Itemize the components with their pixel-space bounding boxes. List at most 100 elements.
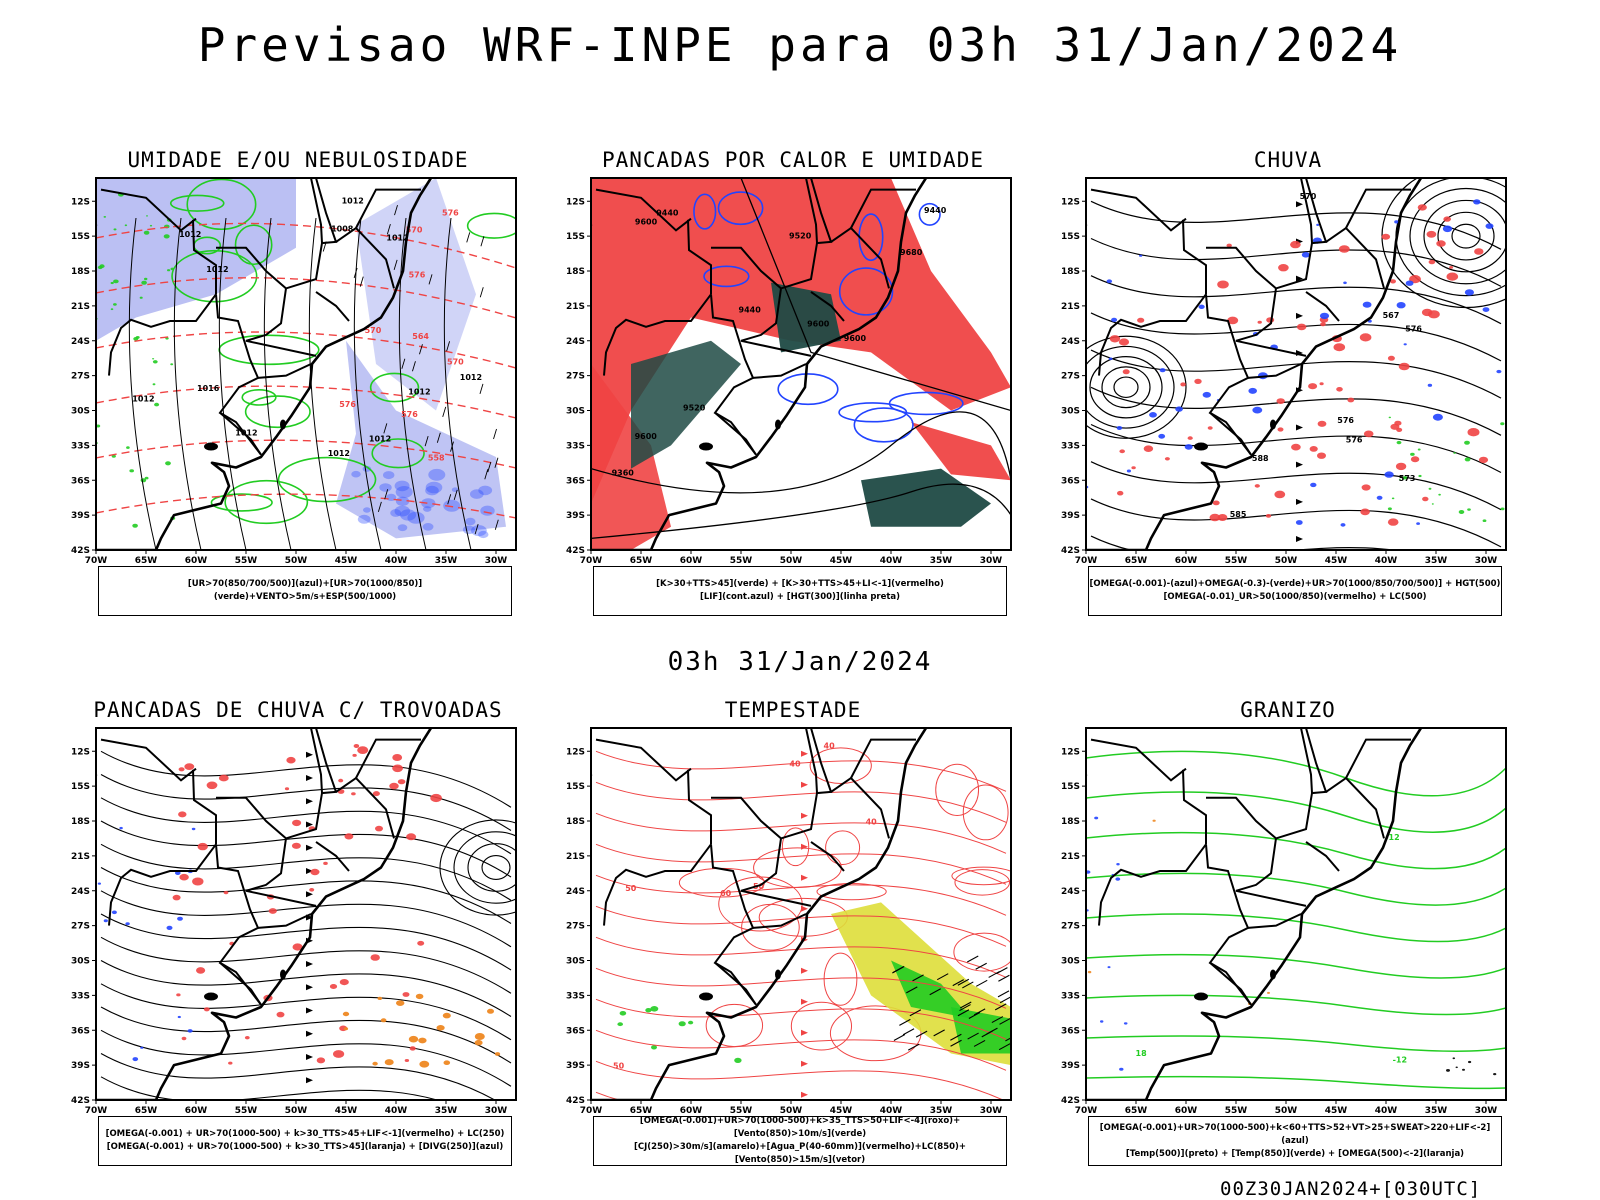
legend-line: [OMEGA(-0.001) + UR>70(1000-500) + k>30_… bbox=[106, 1142, 504, 1152]
cloud-cell bbox=[351, 470, 361, 478]
storm-cell bbox=[351, 792, 356, 796]
lat-tick-label: 30S bbox=[566, 957, 585, 967]
rain-cell bbox=[1436, 240, 1446, 247]
wind-cell bbox=[734, 1057, 742, 1063]
rain-cell bbox=[1361, 484, 1371, 491]
humid-cell bbox=[165, 461, 171, 466]
rain-cell bbox=[1360, 508, 1370, 516]
rain-cell-green bbox=[1464, 440, 1470, 445]
humid-cell bbox=[113, 303, 117, 306]
streamline-arrow bbox=[801, 1029, 808, 1036]
lon-tick-label: 60W bbox=[1175, 1106, 1198, 1116]
state-border bbox=[216, 178, 338, 290]
streamline bbox=[595, 905, 1007, 947]
lon-tick-label: 70W bbox=[1075, 556, 1098, 566]
lon-tick-label: 30W bbox=[485, 556, 508, 566]
rain-cell bbox=[1291, 443, 1301, 451]
wind-arrow bbox=[442, 406, 447, 417]
state-border bbox=[1247, 363, 1302, 379]
wind-arrow bbox=[487, 461, 492, 473]
lon-tick-label: 50W bbox=[285, 556, 308, 566]
lat-tick-label: 12S bbox=[71, 747, 90, 757]
wind-arrow bbox=[419, 344, 423, 355]
wind-vector bbox=[994, 1003, 1007, 1011]
contour-label: 567 bbox=[1383, 311, 1400, 320]
lat-tick-label: 36S bbox=[71, 1026, 90, 1036]
state-border bbox=[1345, 738, 1411, 779]
streamline-ring bbox=[467, 843, 516, 892]
lon-tick-label: 35W bbox=[930, 1106, 953, 1116]
height-contour-arrow bbox=[1296, 424, 1303, 431]
rain-cell bbox=[1478, 456, 1489, 464]
map-figure: 588 576 573 570 585 576 576 567 12S 15S 18S 21S 24S 2… bbox=[1061, 177, 1507, 566]
rain-cell-blue bbox=[1473, 199, 1481, 205]
rain-cell bbox=[1426, 230, 1437, 238]
streamline-arrow bbox=[801, 750, 808, 757]
rain-cell bbox=[1474, 248, 1484, 255]
lat-tick-label: 15S bbox=[566, 232, 585, 242]
pressure-contour bbox=[263, 217, 292, 550]
water-contour bbox=[741, 903, 800, 951]
wind-arrow bbox=[377, 501, 382, 513]
storm-cell bbox=[310, 868, 320, 876]
cloud-cell bbox=[443, 499, 461, 512]
storm-cell-orange bbox=[415, 993, 424, 1000]
contour-label: -12 bbox=[1385, 833, 1399, 842]
lat-tick-label: 12S bbox=[566, 747, 585, 757]
rain-cell-green bbox=[1391, 497, 1395, 500]
wind-vector bbox=[962, 981, 974, 989]
streamline bbox=[595, 998, 1007, 1040]
state-border bbox=[245, 838, 317, 907]
storm-cell bbox=[344, 833, 354, 840]
water-contour bbox=[829, 1005, 922, 1062]
wind-vector bbox=[912, 974, 924, 982]
wind-arrow bbox=[436, 432, 441, 443]
storm-cell bbox=[292, 943, 303, 951]
wind-vector bbox=[899, 1018, 911, 1026]
pressure-contour bbox=[128, 217, 157, 550]
rain-cell-blue bbox=[1405, 280, 1414, 286]
lat-tick-label: 42S bbox=[1061, 1096, 1080, 1106]
divergence-cell bbox=[177, 916, 183, 921]
height-ring bbox=[1086, 345, 1175, 429]
wind-vector bbox=[892, 966, 904, 974]
state-border bbox=[216, 728, 338, 840]
storm-cell bbox=[352, 753, 357, 757]
lon-tick-label: 70W bbox=[85, 556, 108, 566]
wind-vector bbox=[999, 1017, 1011, 1025]
lon-tick-label: 50W bbox=[1275, 1106, 1298, 1116]
contour-label: 573 bbox=[1399, 474, 1416, 483]
temp500-contour bbox=[1446, 1069, 1450, 1072]
lat-tick-label: 39S bbox=[1061, 511, 1080, 521]
storm-cell-orange bbox=[396, 1000, 405, 1006]
rain-cell-blue bbox=[1184, 444, 1193, 450]
lat-tick-label: 33S bbox=[71, 441, 90, 451]
streamline-arrow bbox=[801, 905, 808, 912]
rain-cell-green bbox=[1396, 440, 1402, 445]
wind-vector bbox=[909, 1009, 922, 1017]
rain-cell bbox=[1209, 513, 1221, 522]
contour-label: 1012 bbox=[386, 234, 408, 243]
temp850-contour bbox=[1086, 831, 1506, 870]
rain-cell bbox=[1309, 446, 1318, 452]
streamline-arrow bbox=[306, 798, 313, 805]
lat-tick-label: 39S bbox=[71, 1061, 90, 1071]
contour-label: 1012 bbox=[179, 230, 201, 239]
streamline bbox=[100, 820, 512, 878]
cloud-cell bbox=[478, 530, 489, 539]
lon-tick-label: 50W bbox=[780, 1106, 803, 1116]
wind-arrow bbox=[493, 428, 497, 440]
lat-tick-label: 33S bbox=[566, 991, 585, 1001]
streamline-arrow bbox=[801, 812, 808, 819]
state-border bbox=[1345, 188, 1411, 229]
lon-tick-label: 70W bbox=[580, 556, 603, 566]
height-contour bbox=[591, 411, 1011, 494]
divergence-cell bbox=[187, 1029, 193, 1033]
streamline bbox=[100, 774, 512, 831]
temp850-contour bbox=[1086, 791, 1506, 833]
rain-cell bbox=[1276, 398, 1285, 404]
map-figure: 9680960096009600952096009440952094409360… bbox=[566, 177, 1012, 566]
lagoon bbox=[1270, 419, 1276, 430]
streamline-arrow bbox=[306, 1030, 313, 1037]
rain-cell bbox=[1277, 427, 1284, 432]
